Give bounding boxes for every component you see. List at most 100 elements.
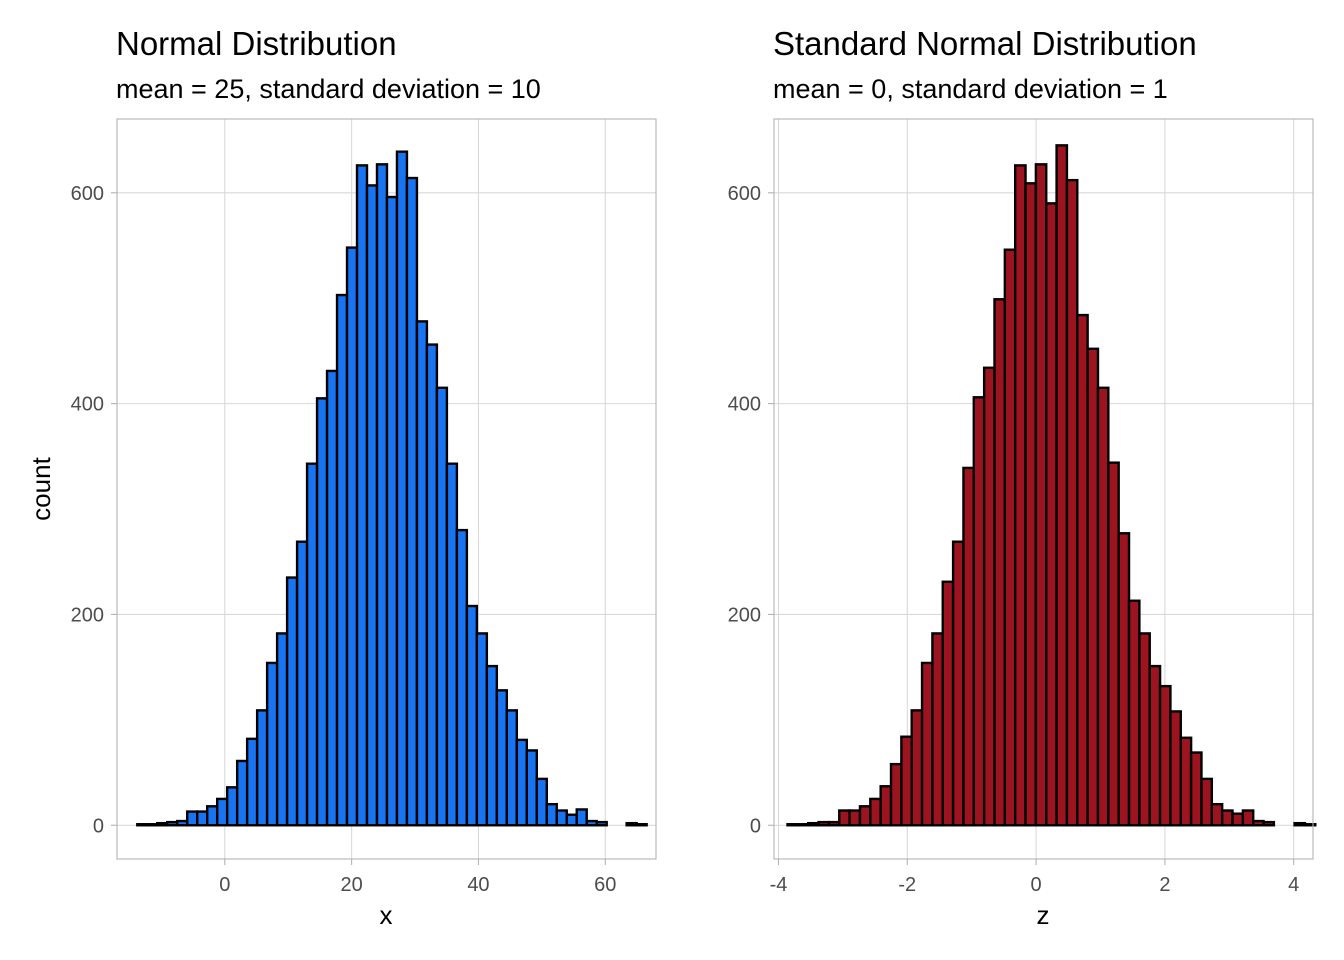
- histogram-bar: [1169, 710, 1182, 827]
- x-tick-label: 0: [1031, 874, 1042, 896]
- x-tick-label: 20: [340, 874, 362, 896]
- histogram-bar: [575, 808, 588, 827]
- histogram-bar: [265, 661, 279, 827]
- histogram-bar: [786, 823, 800, 827]
- histogram-bar: [206, 805, 219, 827]
- histogram-bar: [375, 163, 389, 827]
- histogram-bar: [1293, 821, 1307, 827]
- chart-subtitle: mean = 0, standard deviation = 1: [773, 74, 1168, 104]
- histogram-bar: [385, 195, 399, 827]
- y-tick-label: 0: [750, 815, 761, 837]
- histogram-bar: [435, 386, 449, 827]
- histogram-bar: [1096, 386, 1110, 827]
- histogram-bar: [1200, 777, 1214, 827]
- histogram-bar: [1034, 163, 1048, 827]
- histogram-bars: [786, 144, 1317, 827]
- histogram-bar: [146, 823, 159, 827]
- x-tick-label: -2: [898, 874, 916, 896]
- histogram-bar: [1117, 532, 1131, 827]
- histogram-bar: [889, 762, 903, 827]
- x-axis-title: x: [380, 900, 393, 930]
- histogram-bar: [951, 540, 965, 827]
- chart-normal-distribution: Normal Distribution mean = 25, standard …: [26, 25, 657, 930]
- histogram-bar: [900, 735, 913, 827]
- histogram-bar: [1138, 632, 1151, 827]
- histogram-bar: [1303, 823, 1317, 827]
- histogram-bar: [1013, 164, 1027, 827]
- histogram-bar: [565, 813, 578, 827]
- plot-panel-border: [116, 118, 657, 860]
- histogram-bar: [245, 737, 259, 827]
- histogram-bar: [345, 246, 359, 827]
- histogram-bar: [555, 809, 568, 827]
- histogram-bar: [465, 604, 479, 827]
- histogram-bar: [355, 164, 369, 827]
- histogram-bar: [920, 661, 934, 827]
- histogram-bar: [796, 823, 810, 827]
- histogram-bar: [869, 797, 882, 827]
- histogram-bar: [972, 396, 986, 827]
- histogram-bar: [879, 785, 893, 827]
- histogram-bar: [931, 632, 944, 827]
- chart-title: Normal Distribution: [116, 25, 397, 62]
- histogram-bar: [848, 809, 862, 827]
- histogram-bar: [136, 823, 149, 827]
- y-axis-title: count: [26, 456, 56, 520]
- x-axis-title: z: [1037, 900, 1050, 930]
- histogram-bar: [166, 820, 179, 827]
- histogram-bar: [1107, 461, 1120, 827]
- histogram-bar: [335, 293, 349, 827]
- histogram-bar: [1220, 809, 1234, 827]
- histogram-bar: [535, 777, 548, 827]
- x-tick-label: 40: [467, 874, 489, 896]
- histogram-bar: [1179, 736, 1193, 827]
- histogram-bar: [1241, 809, 1255, 827]
- histogram-bar: [807, 821, 820, 827]
- histogram-bar: [625, 821, 638, 827]
- y-tick-label: 200: [728, 604, 761, 626]
- histogram-bar: [475, 632, 489, 827]
- chart-title: Standard Normal Distribution: [773, 25, 1197, 62]
- histogram-bar: [176, 819, 189, 827]
- histogram-bar: [1045, 202, 1058, 827]
- x-tick-label: 60: [594, 874, 616, 896]
- histogram-bar: [1210, 802, 1224, 827]
- x-tick-label: 2: [1159, 874, 1170, 896]
- histogram-bar: [1086, 347, 1100, 827]
- x-tick-label: 0: [219, 874, 230, 896]
- y-tick-label: 200: [71, 604, 104, 626]
- histogram-bar: [1065, 178, 1079, 827]
- histogram-bar: [415, 320, 429, 827]
- x-tick-label: -4: [770, 874, 788, 896]
- histogram-bar: [405, 176, 419, 827]
- histogram-bar: [215, 797, 229, 827]
- x-tick-label: 4: [1288, 874, 1299, 896]
- y-tick-label: 600: [728, 183, 761, 205]
- histogram-bar: [196, 810, 209, 827]
- histogram-bar: [910, 709, 924, 827]
- chart-subtitle: mean = 25, standard deviation = 10: [116, 74, 541, 104]
- histogram-bar: [235, 759, 249, 827]
- histogram-bar: [838, 809, 851, 827]
- histogram-bar: [1231, 812, 1245, 827]
- histogram-bar: [515, 738, 528, 827]
- histogram-bar: [325, 369, 339, 827]
- histogram-bar: [1262, 820, 1276, 827]
- histogram-bar: [285, 576, 299, 827]
- histogram-bar: [545, 802, 558, 827]
- histogram-bar: [585, 819, 598, 827]
- histogram-bar: [305, 462, 319, 827]
- histogram-bar: [495, 689, 509, 827]
- histogram-bar: [425, 343, 439, 827]
- histogram-bar: [505, 709, 519, 827]
- histogram-bar: [1252, 819, 1265, 827]
- histogram-bar: [445, 462, 459, 827]
- plot-panel-border: [773, 118, 1314, 860]
- histogram-bar: [1055, 144, 1069, 827]
- histogram-bar: [365, 184, 379, 827]
- histogram-bar: [1189, 751, 1203, 827]
- histogram-bar: [858, 805, 872, 827]
- histogram-bar: [295, 540, 309, 827]
